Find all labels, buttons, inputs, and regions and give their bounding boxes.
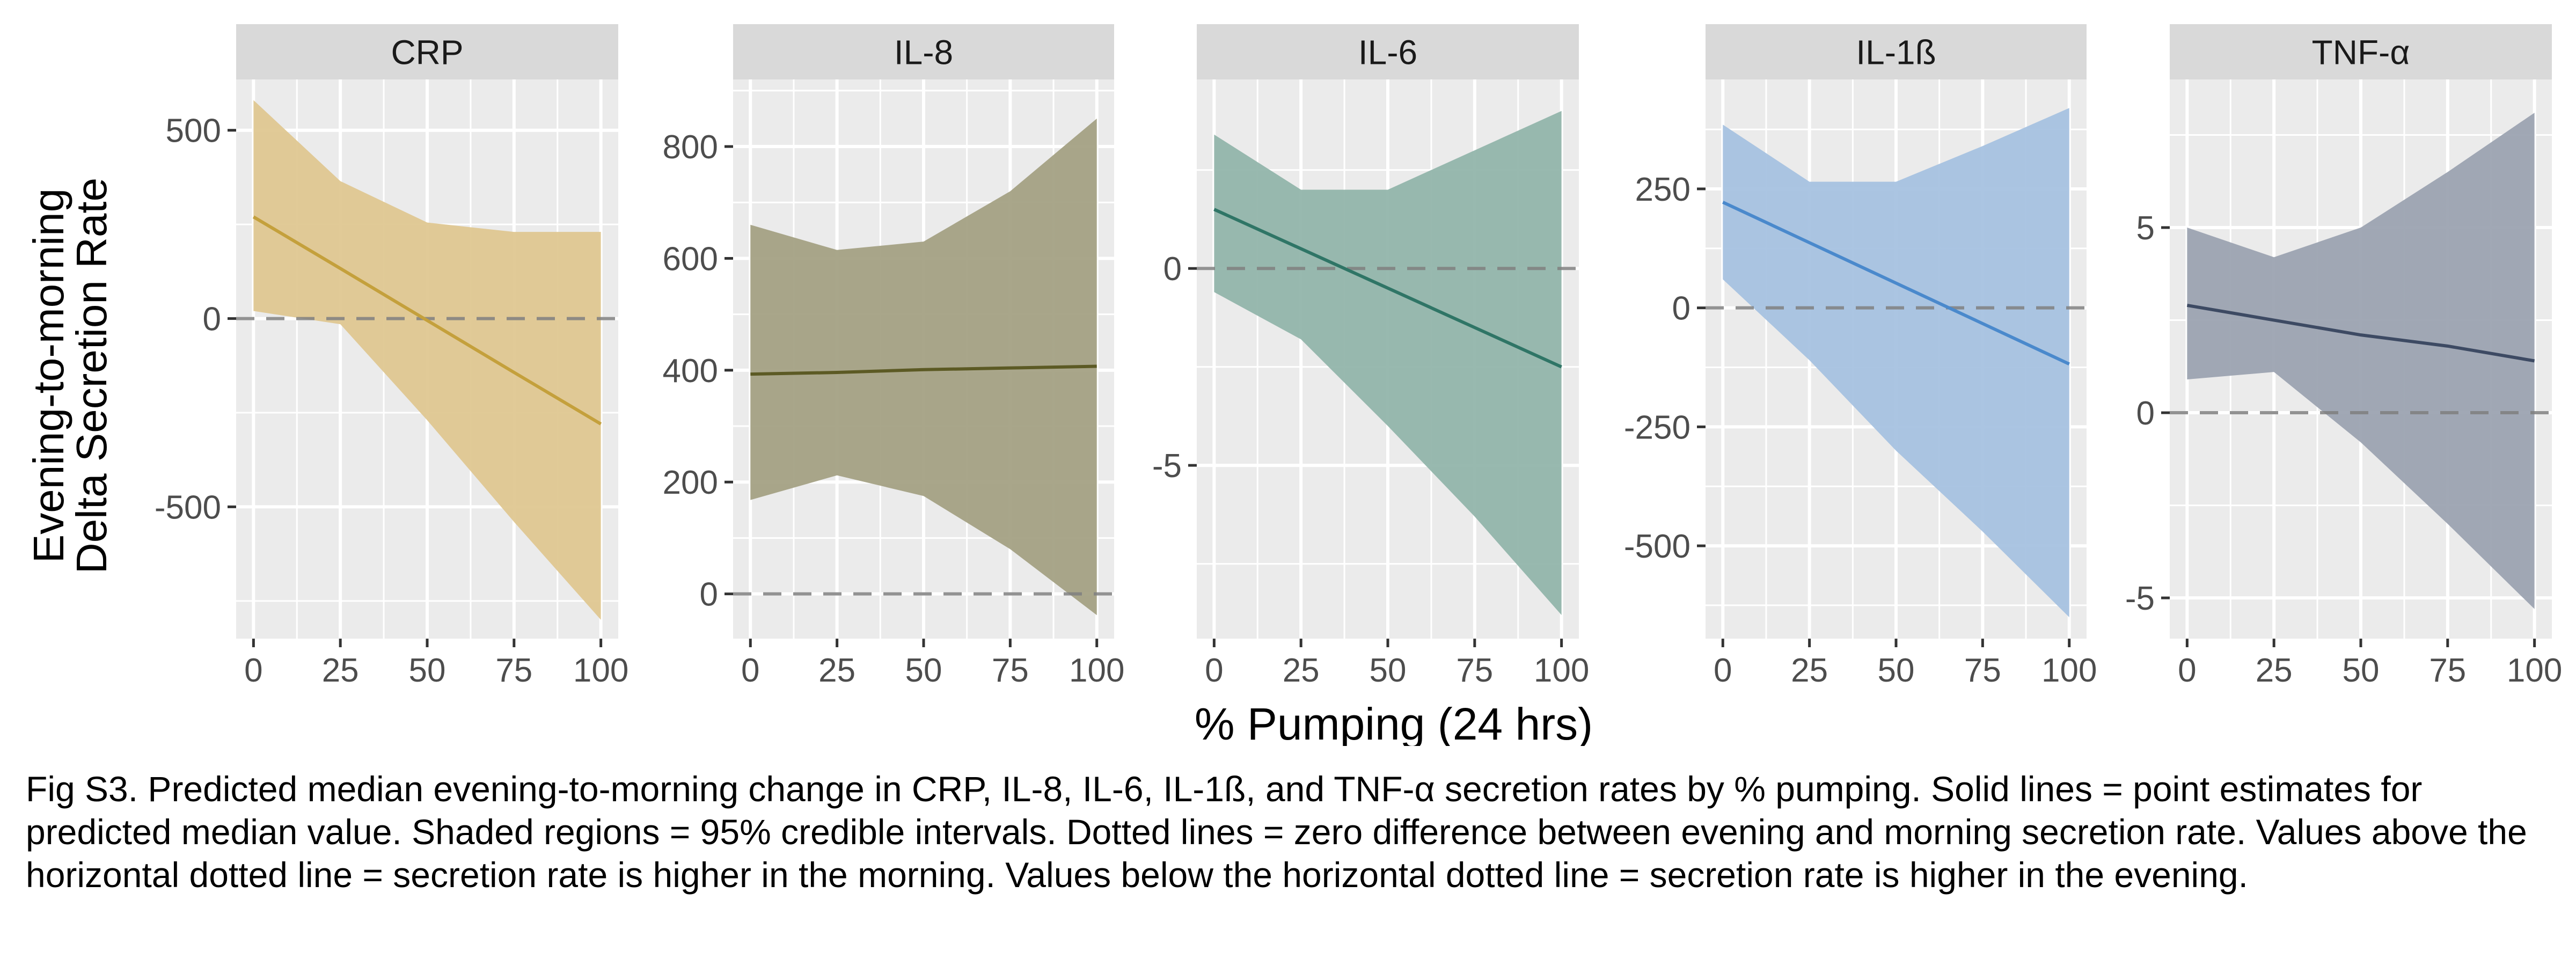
x-tick-label: 50 [2343, 652, 2380, 689]
credible-interval-band [1214, 111, 1562, 615]
x-tick-label: 0 [1205, 652, 1223, 689]
y-tick-label: 600 [663, 240, 718, 277]
y-tick-label: -250 [1624, 409, 1690, 446]
facet-title: IL-1ß [1856, 33, 1936, 72]
credible-interval-band [253, 100, 601, 620]
x-tick-label: 25 [2256, 652, 2293, 689]
x-tick-label: 75 [2429, 652, 2466, 689]
facet-strip [1706, 24, 2087, 79]
y-tick-label: 5 [2136, 210, 2155, 247]
x-tick-label: 0 [741, 652, 759, 689]
facet-title: IL-8 [894, 33, 953, 72]
panel-1: IL-8 0 200 400 600 800 0 25 50 75 100 [663, 24, 1124, 689]
y-tick-label: 0 [203, 301, 221, 338]
x-tick-label: 100 [573, 652, 628, 689]
y-tick-label: 0 [1163, 251, 1182, 288]
y-tick-label: -500 [1624, 528, 1690, 565]
x-tick-label: 75 [1456, 652, 1493, 689]
facet-strip [733, 24, 1114, 79]
facet-strip [236, 24, 618, 79]
y-axis-title: Evening-to-morningDelta Secretion Rate [25, 178, 115, 574]
panel-0: CRP -500 0 500 0 25 50 75 100 [155, 24, 628, 689]
x-tick-label: 100 [2507, 652, 2562, 689]
x-tick-label: 0 [1714, 652, 1732, 689]
x-tick-label: 100 [1069, 652, 1124, 689]
x-tick-label: 25 [322, 652, 359, 689]
y-tick-label: 500 [166, 113, 221, 150]
y-tick-label: -5 [2125, 580, 2155, 617]
y-tick-label: -500 [155, 489, 221, 526]
x-tick-label: 100 [1534, 652, 1589, 689]
credible-interval-band [2187, 113, 2535, 609]
y-axis-title-line: Evening-to-morning [25, 188, 72, 563]
panel-2: IL-6 -5 0 0 25 50 75 100 [1152, 24, 1589, 689]
panel-3: IL-1ß -500 -250 0 250 0 25 50 75 100 [1624, 24, 2097, 689]
y-tick-label: 0 [700, 576, 718, 613]
y-tick-label: 800 [663, 129, 718, 166]
x-tick-label: 75 [992, 652, 1029, 689]
x-tick-label: 50 [1878, 652, 1915, 689]
facet-title: IL-6 [1358, 33, 1417, 72]
point-estimate-line [252, 215, 602, 426]
point-estimate-line [2186, 303, 2535, 363]
point-estimate-line [750, 364, 1097, 376]
x-tick-label: 75 [1964, 652, 2001, 689]
point-estimate-line [1722, 201, 2070, 366]
facet-strip [2170, 24, 2552, 79]
y-tick-label: 250 [1635, 171, 1690, 208]
x-tick-label: 25 [1791, 652, 1828, 689]
facet-title: CRP [391, 33, 463, 72]
x-tick-label: 0 [244, 652, 262, 689]
x-tick-label: 50 [1370, 652, 1407, 689]
y-axis-title-line: Delta Secretion Rate [68, 178, 115, 574]
facet-title: TNF-α [2312, 33, 2410, 72]
figure-caption: Fig S3. Predicted median evening-to-morn… [26, 769, 2527, 895]
credible-interval-band [750, 118, 1097, 616]
credible-interval-band [1723, 108, 2069, 618]
x-tick-label: 50 [905, 652, 942, 689]
y-tick-label: 200 [663, 464, 718, 501]
x-tick-label: 0 [2178, 652, 2196, 689]
x-axis-title: % Pumping (24 hrs) [1195, 699, 1593, 746]
x-tick-label: 100 [2041, 652, 2097, 689]
figure-chart-area: CRP -500 0 500 0 25 50 75 100 IL-8 0 200 400 600 800 0 2… [25, 24, 2562, 749]
x-tick-label: 75 [495, 652, 532, 689]
y-tick-label: 0 [1672, 290, 1690, 327]
x-tick-label: 25 [818, 652, 855, 689]
x-tick-label: 25 [1283, 652, 1320, 689]
y-tick-label: -5 [1152, 448, 1182, 485]
point-estimate-line [1213, 208, 1562, 369]
y-tick-label: 0 [2136, 395, 2155, 432]
x-tick-label: 50 [409, 652, 446, 689]
y-tick-label: 400 [663, 353, 718, 390]
facet-strip [1197, 24, 1579, 79]
